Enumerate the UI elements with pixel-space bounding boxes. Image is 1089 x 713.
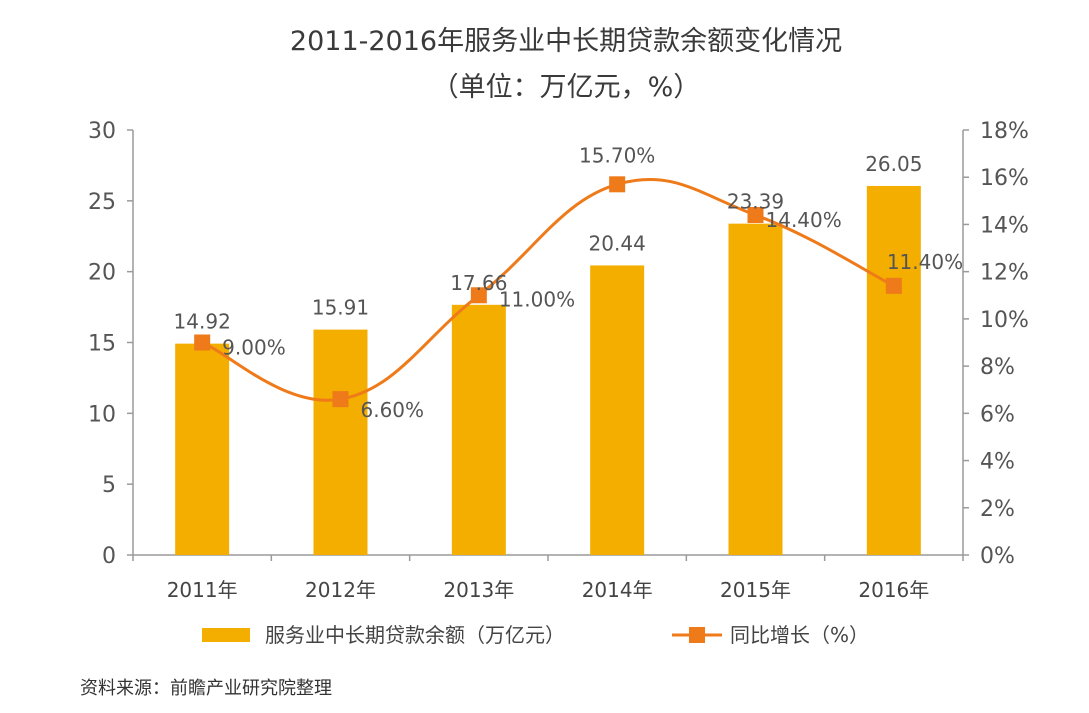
line-marker [194, 334, 211, 351]
y-left-tick-label: 20 [88, 261, 116, 286]
legend: 服务业中长期贷款余额（万亿元） 同比增长（%） [202, 623, 869, 647]
y-right-tick-label: 18% [980, 119, 1029, 144]
bar-value-label: 20.44 [589, 231, 646, 255]
line-value-label: 6.60% [361, 398, 425, 422]
line-value-label: 15.70% [579, 143, 655, 167]
y-right-tick-label: 2% [980, 497, 1015, 522]
y-right-tick-label: 0% [980, 544, 1015, 569]
line-marker [609, 176, 626, 193]
y-right-tick-label: 8% [980, 355, 1015, 380]
line-value-label: 9.00% [222, 336, 286, 360]
bar [728, 223, 783, 555]
line-marker [332, 391, 349, 408]
y-left-tick-label: 25 [88, 190, 116, 215]
line-marker [885, 277, 902, 294]
y-left-tick-label: 10 [88, 402, 116, 427]
y-left-tick-label: 15 [88, 332, 116, 357]
line-value-label: 11.40% [887, 250, 963, 274]
y-right-tick-label: 6% [980, 402, 1015, 427]
x-tick-label: 2012年 [305, 578, 376, 602]
legend-bar-swatch [202, 628, 250, 642]
axes: 0 5 10 15 20 25 30 0% 2% 4% 6% 8% 10% 12% 14% 16% 18% 201… [88, 119, 1029, 602]
x-tick-label: 2011年 [167, 578, 238, 602]
bar-series [175, 185, 921, 556]
x-tick-label: 2015年 [720, 578, 791, 602]
bar [451, 304, 506, 555]
y-right-tick-label: 12% [980, 261, 1029, 286]
bar [313, 329, 368, 555]
x-tick-label: 2013年 [443, 578, 514, 602]
bar [590, 265, 645, 555]
x-tick-label: 2016年 [858, 578, 929, 602]
line-marker [470, 287, 487, 304]
bar [175, 343, 230, 555]
bar-value-label: 23.39 [727, 190, 784, 214]
y-left-tick-label: 5 [102, 473, 116, 498]
bar-value-label: 14.92 [174, 310, 231, 334]
y-right-tick-label: 10% [980, 308, 1029, 333]
y-left-tick-label: 0 [102, 544, 116, 569]
y-right-tick-label: 4% [980, 450, 1015, 475]
legend-line-marker [689, 627, 705, 643]
y-right-tick-label: 16% [980, 166, 1029, 191]
line-marker [747, 207, 764, 223]
line-series [194, 176, 902, 408]
x-tick-label: 2014年 [582, 578, 653, 602]
legend-bar-label: 服务业中长期贷款余额（万亿元） [265, 623, 565, 647]
growth-line [201, 177, 895, 402]
legend-line-label: 同比增长（%） [730, 623, 869, 647]
bar-value-label: 17.66 [450, 271, 507, 295]
bar-value-label: 26.05 [865, 152, 922, 176]
source-note: 资料来源：前瞻产业研究院整理 [80, 678, 332, 699]
chart-title: 2011-2016年服务业中长期贷款余额变化情况 [290, 26, 842, 57]
line-value-label: 14.40% [766, 208, 842, 232]
data-labels: 14.92 15.91 17.66 20.44 23.39 26.05 9.00% 6.60%… [174, 143, 964, 422]
bar [866, 185, 921, 556]
y-right-tick-label: 14% [980, 213, 1029, 238]
bar-value-label: 15.91 [312, 296, 369, 320]
y-left-tick-label: 30 [88, 119, 116, 144]
chart-subtitle: （单位：万亿元，%） [432, 72, 701, 103]
line-value-label: 11.00% [499, 287, 575, 311]
